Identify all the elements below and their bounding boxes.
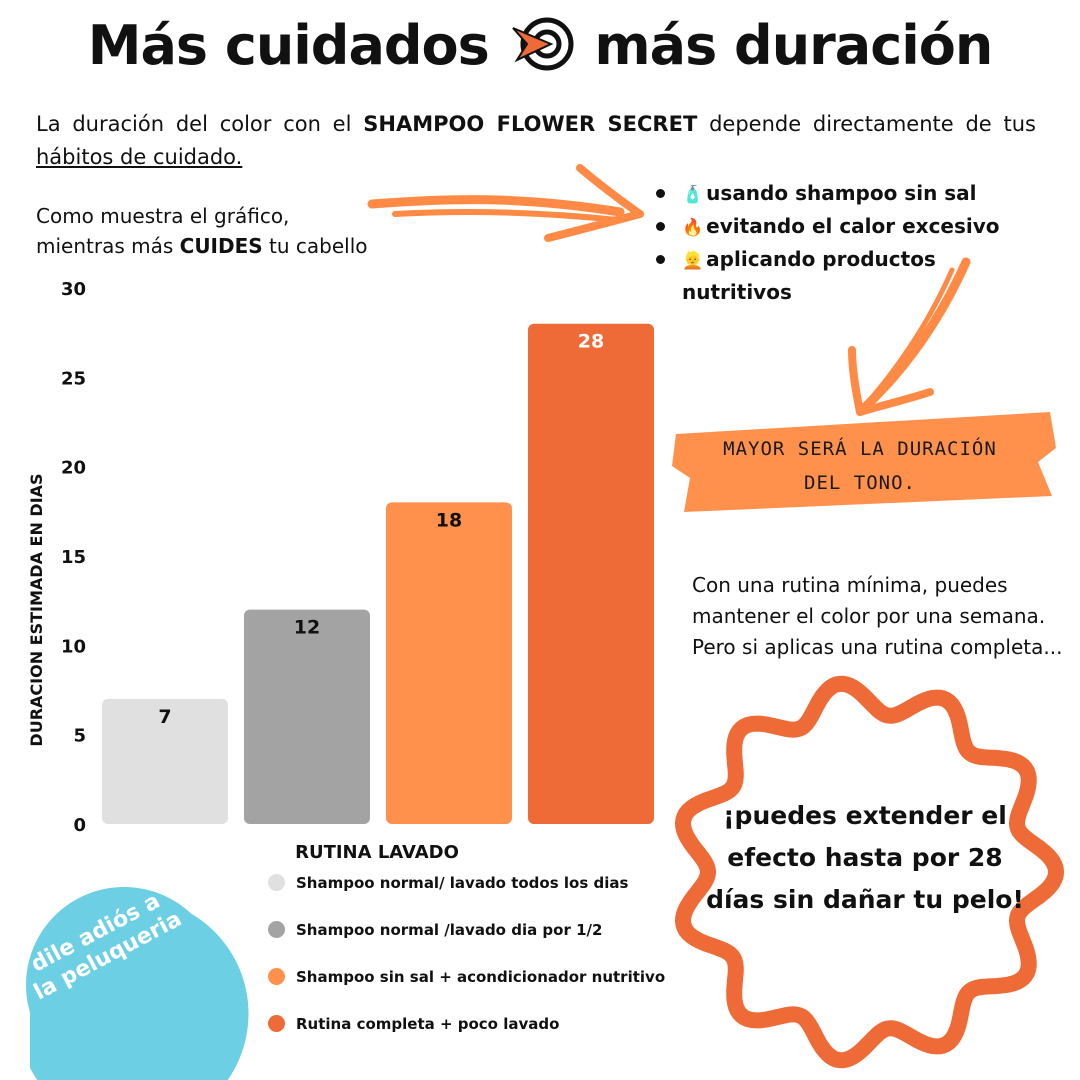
bar-chart: 0 5 10 15 20 25 30 7 12 18 28 DURACION ESTIMADA E… [27, 279, 654, 863]
legend-swatch [268, 921, 285, 938]
bar-value-label: 7 [158, 706, 171, 728]
y-tick-label: 30 [61, 279, 86, 300]
bullet-item: 🧴 usando shampoo sin sal [656, 178, 1036, 211]
brush-arrow-right [367, 164, 644, 242]
legend-item: Shampoo sin sal + acondicionador nutriti… [268, 968, 665, 992]
bar [244, 609, 370, 824]
bullet-text: usando shampoo sin sal [706, 181, 977, 205]
como-line-2-bold: CUIDES [179, 234, 263, 258]
page-title: Más cuidados más duración [0, 14, 1080, 77]
target-arrow-icon [511, 17, 574, 71]
legend-item: Shampoo normal /lavado dia por 1/2 [268, 921, 602, 945]
y-tick-label: 15 [61, 547, 86, 568]
bar [102, 698, 228, 824]
badge-border [674, 675, 1065, 1069]
bars-group: 7 12 18 28 [102, 323, 654, 824]
legend-swatch [268, 968, 285, 985]
y-tick-label: 10 [61, 636, 86, 657]
banner-background [672, 412, 1056, 512]
circle-badge-body [26, 887, 222, 1080]
minimal-routine-text: Con una rutina mínima, puedes mantener e… [692, 573, 1063, 659]
x-axis-label: RUTINA LAVADO [295, 842, 459, 863]
bullet-text: evitando el calor excesivo [706, 214, 1000, 238]
como-line-2: mientras más CUIDES tu cabello [36, 231, 416, 261]
bullet-text: aplicando productos nutritivos [682, 247, 936, 304]
legend-item: Rutina completa + poco lavado [268, 1015, 559, 1039]
como-line-1: Como muestra el gráfico, [36, 204, 290, 228]
y-tick-label: 20 [61, 458, 86, 479]
intro-paragraph: La duración del color con el SHAMPOO FLO… [36, 108, 1036, 174]
legend-swatch [268, 1015, 285, 1032]
bar-value-label: 18 [436, 509, 462, 531]
title-part-1: Más cuidados [87, 14, 490, 77]
legend-label: Shampoo normal/ lavado todos los dias [296, 874, 629, 892]
legend-item: Shampoo normal/ lavado todos los dias [268, 874, 628, 898]
bar-value-label: 12 [294, 617, 320, 639]
bullet-item: 🔥 evitando el calor excesivo [656, 211, 1036, 244]
legend-label: Shampoo normal /lavado dia por 1/2 [296, 921, 603, 939]
intro-brand: SHAMPOO FLOWER SECRET [363, 112, 698, 136]
como-line-2-start: mientras más [36, 234, 174, 258]
bar [528, 323, 654, 824]
badge-text: ¡puedes extender el efecto hasta por 28 … [706, 801, 1024, 914]
como-line-2-end: tu cabello [269, 234, 368, 258]
como-muestra-text: Como muestra el gráfico, mientras más CU… [36, 201, 416, 261]
banner-text: MAYOR SERÁ LA DURACIÓN DEL TONO. [690, 432, 1030, 500]
lotion-bottle-icon: 🧴 [682, 185, 704, 205]
legend-label: Shampoo sin sal + acondicionador nutriti… [296, 968, 666, 986]
y-axis-label: DURACION ESTIMADA EN DIAS [27, 473, 46, 746]
y-axis: 0 5 10 15 20 25 30 [61, 279, 86, 836]
y-tick-label: 25 [61, 368, 86, 389]
fire-icon: 🔥 [682, 218, 704, 238]
intro-text-2: depende directamente de tus [709, 112, 1036, 136]
bar-value-label: 28 [578, 331, 604, 353]
title-part-2: más duración [594, 14, 993, 77]
intro-text-1: La duración del color con el [36, 112, 352, 136]
legend-label: Rutina completa + poco lavado [296, 1015, 560, 1033]
y-tick-label: 0 [73, 815, 86, 836]
person-icon: 👱 [682, 251, 704, 271]
bullet-item: 👱 aplicando productos nutritivos [656, 244, 1036, 308]
intro-underlined: hábitos de cuidado. [36, 145, 243, 169]
brush-arrow-down [848, 257, 971, 416]
banner-line-2: DEL TONO. [804, 472, 916, 494]
y-tick-label: 5 [73, 726, 86, 747]
bar [386, 502, 512, 824]
bullet-list: 🧴 usando shampoo sin sal 🔥 evitando el cal… [656, 178, 1036, 308]
banner-line-1: MAYOR SERÁ LA DURACIÓN [723, 438, 997, 460]
legend-swatch [268, 874, 285, 891]
